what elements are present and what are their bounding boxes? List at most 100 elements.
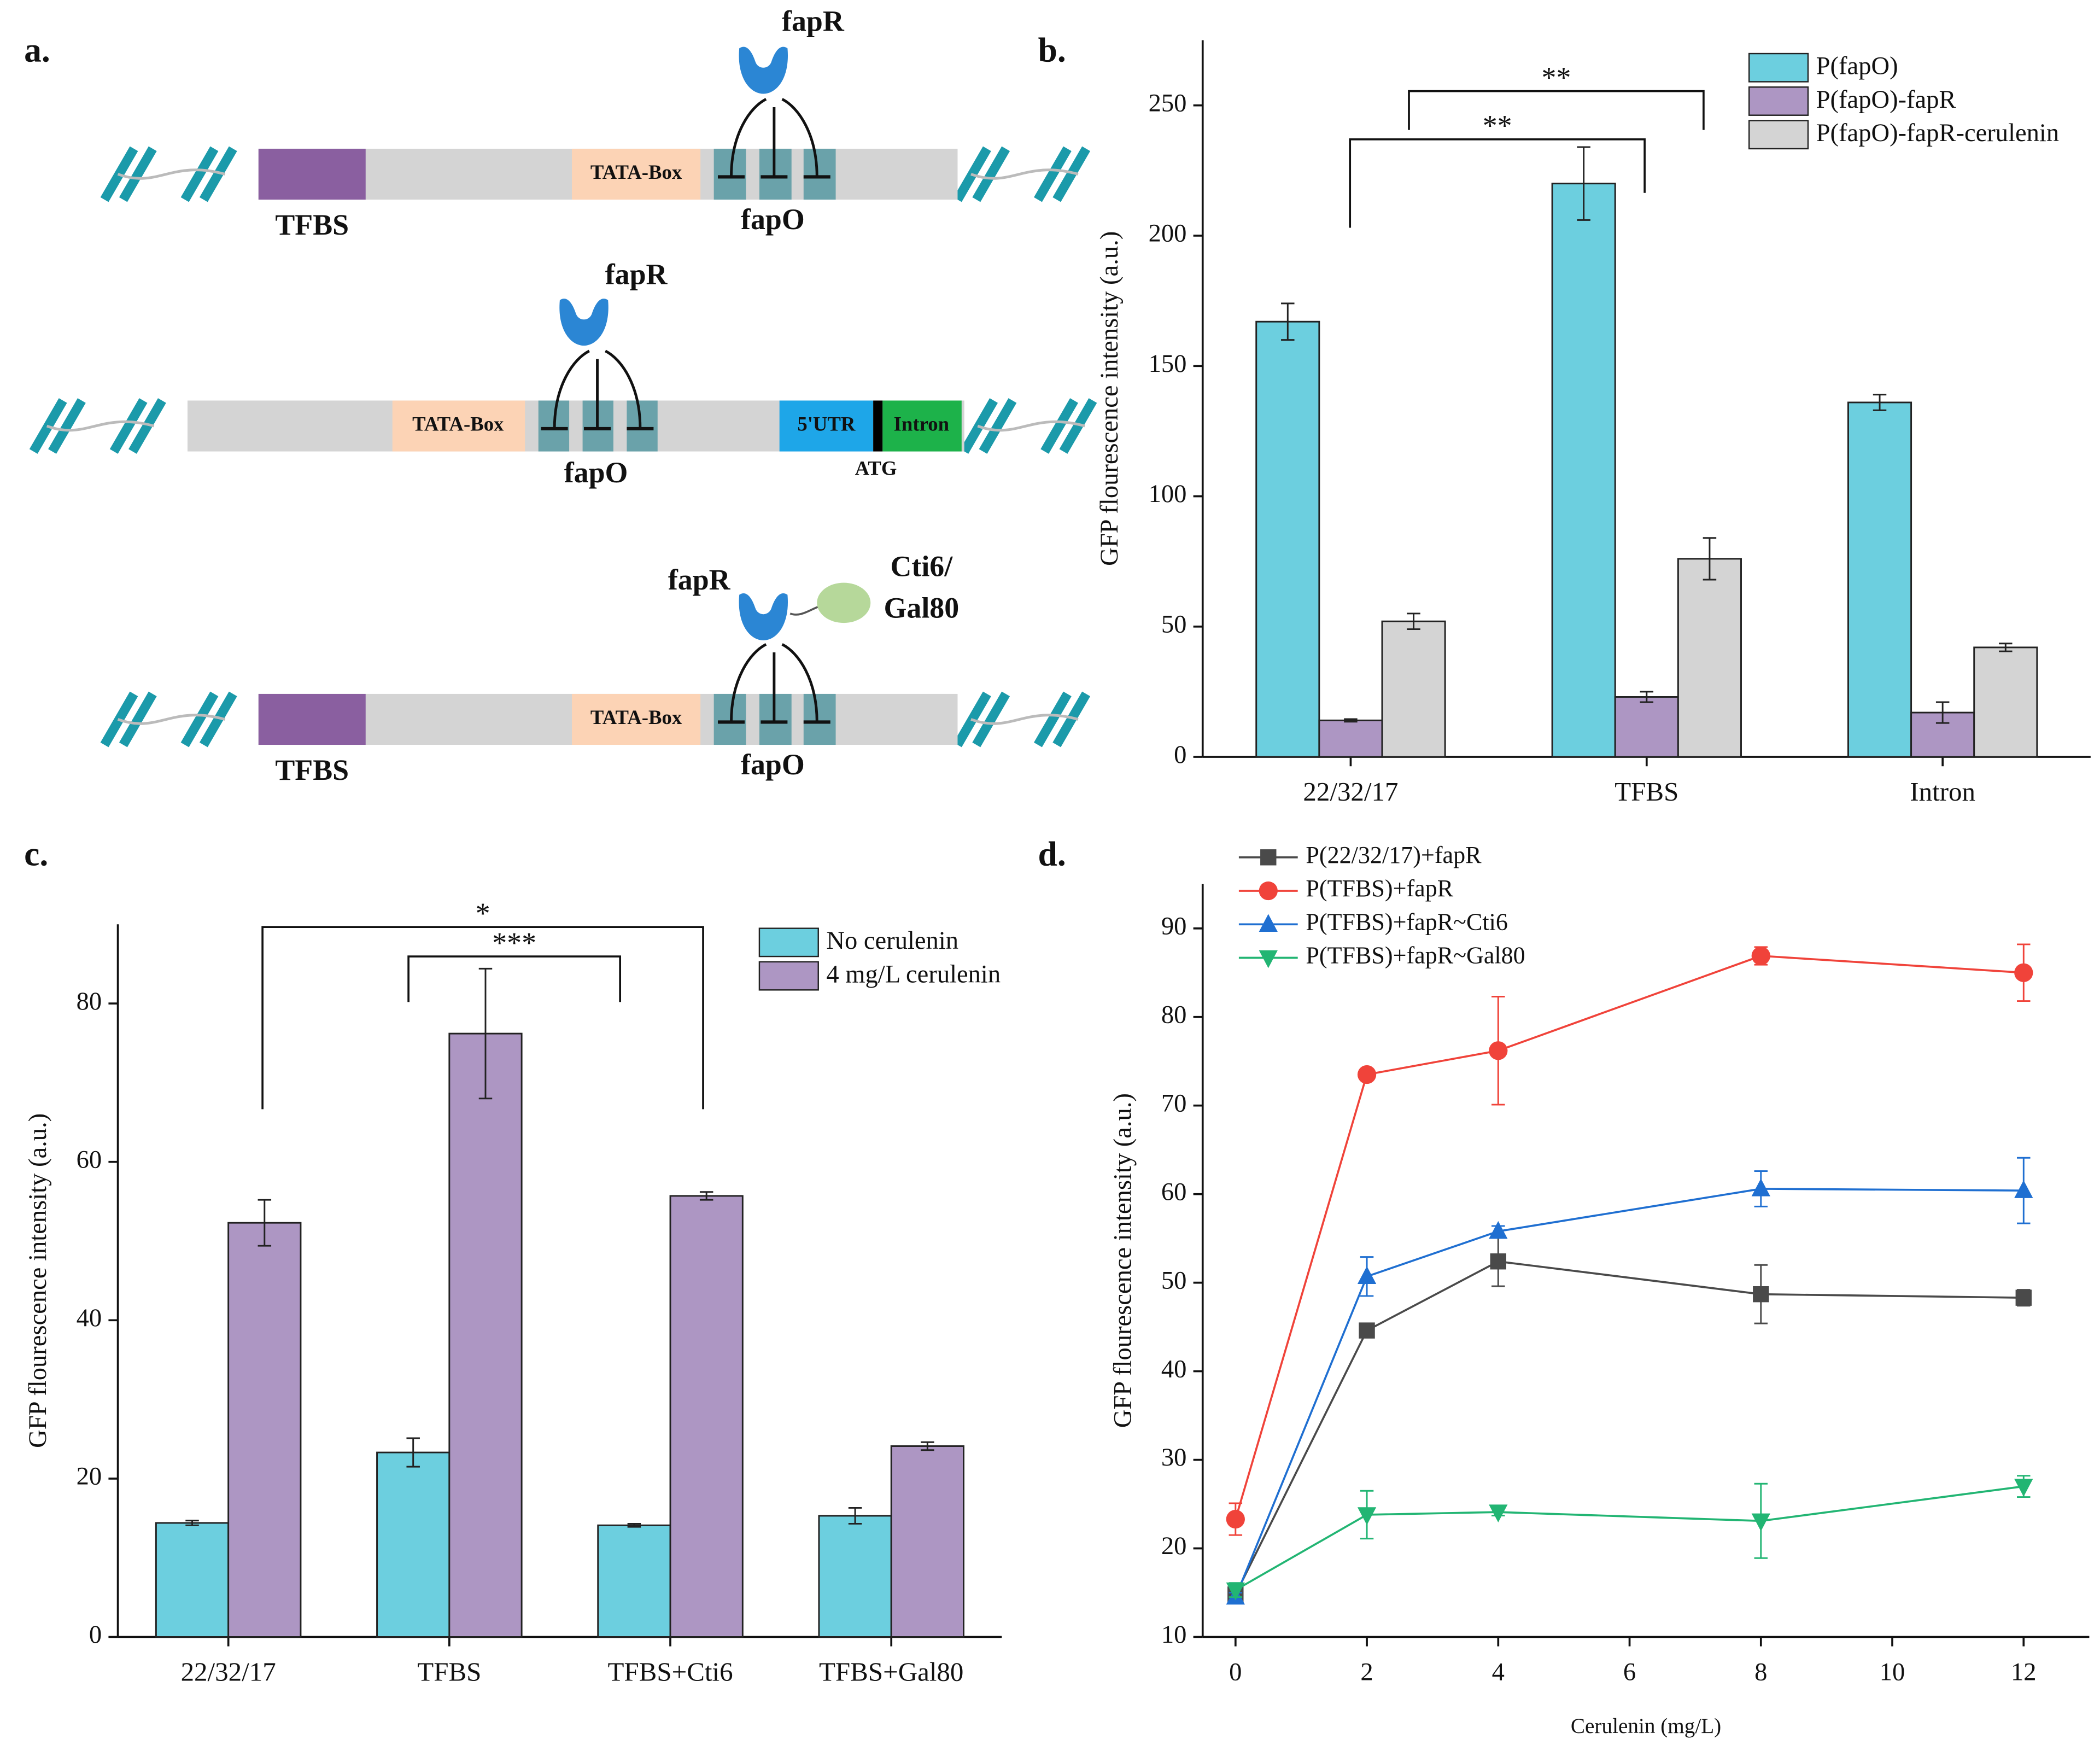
marker — [1489, 1041, 1508, 1060]
line — [1235, 1260, 2024, 1595]
y-tick-label: 50 — [1161, 1266, 1187, 1294]
bar — [1551, 183, 1616, 758]
legend-label: P(fapO) — [1816, 52, 1898, 80]
start-codon: ATG — [855, 457, 897, 479]
legend-label: P(TFBS)+fapR~Cti6 — [1306, 908, 1508, 935]
legend-marker — [1260, 849, 1277, 866]
y-tick-label: 20 — [77, 1463, 102, 1491]
y-tick-label: 40 — [77, 1304, 102, 1332]
panel-label: c. — [24, 834, 48, 873]
operator: fapO — [741, 203, 805, 236]
y-tick-label: 150 — [1149, 350, 1187, 378]
x-tick-label: 0 — [1229, 1659, 1242, 1686]
panel-label: b. — [1038, 31, 1066, 69]
x-tick-label: 4 — [1492, 1659, 1505, 1686]
line — [1235, 1485, 2024, 1591]
site: TFBS — [275, 754, 349, 786]
x-tick-label: TFBS+Gal80 — [819, 1656, 963, 1686]
y-tick-label: 200 — [1149, 220, 1187, 248]
bar — [1973, 646, 2038, 758]
legend-label: P(22/32/17)+fapR — [1306, 842, 1482, 868]
error-bar — [1935, 701, 1950, 724]
diagram: a. TATA-Box fapR fapO TFBS TATA-Box 5'UT… — [24, 5, 1093, 786]
fusion: Gal80 — [884, 591, 959, 624]
y-tick-label: 50 — [1161, 610, 1187, 638]
marker — [2014, 1180, 2033, 1198]
significance-label: ** — [1542, 61, 1571, 94]
legend-label: P(fapO)-fapR-cerulenin — [1816, 119, 2059, 147]
significance-label: ** — [1483, 109, 1512, 142]
marker — [1226, 1509, 1245, 1529]
error-bar — [699, 1191, 713, 1201]
bar — [1677, 558, 1742, 758]
error-bar — [848, 1507, 862, 1525]
error-bar — [627, 1522, 641, 1528]
error-bar — [478, 967, 493, 1100]
x-tick-label: Intron — [1910, 777, 1975, 807]
y-tick-label: 20 — [1161, 1532, 1187, 1560]
significance-bracket — [1408, 90, 1705, 130]
marker — [1489, 1504, 1508, 1522]
marker — [1489, 1221, 1508, 1239]
legend-marker — [1259, 950, 1278, 968]
line — [1235, 1188, 2024, 1598]
legend-label: P(fapO)-fapR — [1816, 86, 1956, 114]
intron: Intron — [894, 412, 949, 435]
error-bar — [1873, 394, 1887, 411]
y-axis-label: GFP flourescence intensity (a.u.) — [1109, 1093, 1137, 1428]
y-tick-label: 30 — [1161, 1444, 1187, 1472]
marker — [2014, 1479, 2033, 1497]
protein: fapR — [605, 258, 668, 290]
error-bar — [258, 1199, 272, 1247]
legend-swatch — [1748, 86, 1809, 116]
y-axis-label: GFP flourescence intensity (a.u.) — [24, 1113, 52, 1448]
panel-label: d. — [1038, 834, 1066, 873]
x-tick-label: 8 — [1754, 1659, 1767, 1686]
y-tick-label: 0 — [1174, 741, 1186, 769]
error-bar — [921, 1441, 934, 1451]
error-bar — [1703, 537, 1717, 581]
marker — [1753, 1286, 1769, 1303]
error-bar — [1407, 612, 1420, 631]
operator: fapO — [564, 456, 628, 489]
legend-label: P(TFBS)+fapR~Gal80 — [1306, 942, 1525, 969]
marker — [1357, 1507, 1377, 1525]
line — [1235, 955, 2024, 1520]
bar — [227, 1222, 302, 1638]
bar — [1318, 719, 1383, 758]
error-bar — [1344, 718, 1358, 723]
y-tick-label: 60 — [1161, 1178, 1187, 1206]
x-tick-label: TFBS — [1615, 777, 1678, 807]
bar — [448, 1032, 523, 1638]
bar — [1381, 620, 1446, 758]
bar — [597, 1524, 671, 1638]
bar — [376, 1451, 451, 1638]
error-bar — [1577, 146, 1590, 221]
legend-swatch — [758, 961, 819, 991]
significance-bracket — [261, 926, 704, 1110]
x-tick-label: 2 — [1360, 1659, 1373, 1686]
promoter: TATA-Box — [590, 706, 682, 728]
y-tick-label: 10 — [1161, 1621, 1187, 1649]
x-tick-label: 10 — [1880, 1659, 1905, 1686]
legend-label: 4 mg/L cerulenin — [826, 960, 1001, 988]
error-bar — [1281, 302, 1295, 341]
legend-marker — [1259, 881, 1278, 901]
x-tick-label: TFBS — [417, 1656, 481, 1686]
x-tick-label: 12 — [2011, 1659, 2037, 1686]
marker — [2015, 1289, 2032, 1306]
bar — [1847, 401, 1912, 758]
y-tick-label: 90 — [1161, 912, 1187, 940]
protein: fapR — [782, 5, 845, 38]
marker — [1357, 1065, 1377, 1084]
marker — [1751, 1513, 1770, 1532]
legend-label: P(TFBS)+fapR — [1306, 875, 1453, 902]
legend-swatch — [758, 927, 819, 958]
x-axis-label: Cerulenin (mg/L) — [1571, 1714, 1721, 1738]
bar — [1255, 320, 1320, 758]
error-bar — [406, 1437, 420, 1468]
bar — [818, 1515, 892, 1638]
y-tick-label: 40 — [1161, 1355, 1187, 1383]
marker — [1357, 1266, 1377, 1285]
